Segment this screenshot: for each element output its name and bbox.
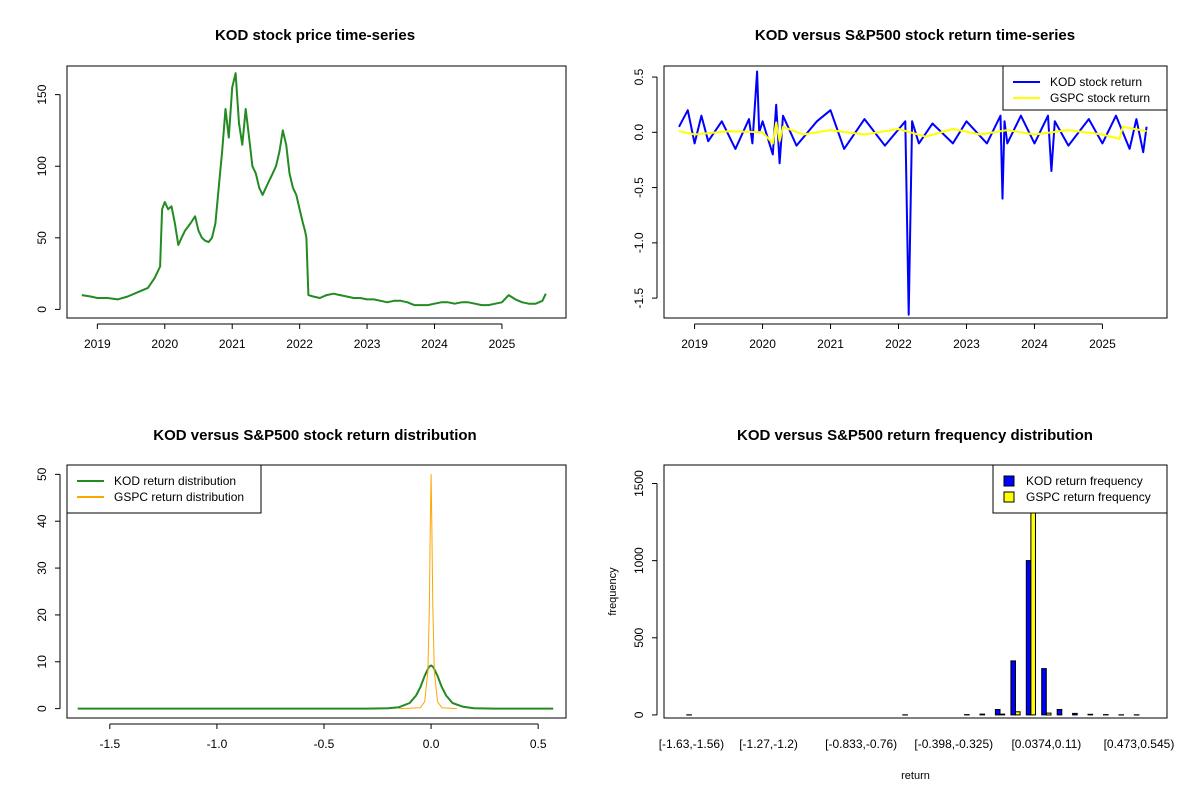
x-tick-label: 2023	[354, 337, 381, 351]
y-tick-label: 1500	[632, 470, 646, 497]
y-tick-label: 150	[35, 84, 49, 104]
x-tick-label: 2022	[286, 337, 313, 351]
x-tick-label: 2019	[84, 337, 111, 351]
y-tick-label: 100	[35, 156, 49, 176]
plot-area	[663, 464, 1168, 719]
x-tick-label: [0.0374,0.11)	[1011, 737, 1081, 751]
kod-return-line	[678, 70, 1148, 316]
x-tick-label: 0.0	[423, 737, 440, 751]
kod-density-line	[77, 664, 554, 710]
x-tick-label: [-0.833,-0.76)	[825, 737, 897, 751]
x-tick-label: [-0.398,-0.325)	[914, 737, 993, 751]
x-tick-label: 2025	[1089, 337, 1116, 351]
legend-box	[1002, 65, 1168, 111]
legend-swatch	[1003, 491, 1015, 503]
gspc-frequency-bar	[999, 713, 1006, 716]
y-tick-label: 20	[35, 608, 49, 622]
plot-area	[66, 65, 567, 319]
gspc-return-line	[678, 121, 1147, 145]
y-tick-label: 40	[35, 514, 49, 528]
price-series-line	[81, 72, 547, 307]
x-tick-label: -0.5	[314, 737, 335, 751]
x-tick-label: [-1.27,-1.2)	[739, 737, 798, 751]
y-tick-label: 50	[35, 231, 49, 245]
y-tick-label: 0.0	[632, 124, 646, 141]
chart-title: KOD versus S&P500 stock return time-seri…	[755, 27, 1075, 44]
y-tick-label: 50	[35, 467, 49, 481]
legend: KOD return distribution GSPC return distr…	[66, 464, 262, 514]
x-tick-label: 0.5	[530, 737, 547, 751]
legend-label: KOD return frequency	[1026, 474, 1143, 488]
legend-box	[992, 464, 1168, 514]
x-tick-label: 2021	[219, 337, 246, 351]
legend-label: GSPC return frequency	[1026, 490, 1151, 504]
x-tick-label: 2020	[151, 337, 178, 351]
kod-frequency-bar	[1010, 660, 1017, 716]
kod-frequency-bar	[1087, 713, 1094, 716]
legend-swatch	[1003, 475, 1015, 487]
x-tick-label: 2025	[489, 337, 516, 351]
y-tick-label: 500	[632, 627, 646, 647]
y-tick-label: 0	[35, 306, 49, 313]
x-tick-label: -1.5	[99, 737, 120, 751]
x-tick-label: 2019	[681, 337, 708, 351]
y-axis-label: frequency	[607, 567, 619, 616]
plot-area	[663, 65, 1168, 319]
legend: KOD return frequency GSPC return frequenc…	[992, 464, 1168, 514]
chart-title: KOD stock price time-series	[215, 27, 415, 44]
x-tick-label: [-1.63,-1.56)	[659, 737, 724, 751]
x-tick-label: 2023	[953, 337, 980, 351]
y-tick-label: 0	[35, 705, 49, 712]
x-tick-label: 2021	[817, 337, 844, 351]
kod-frequency-bar	[1041, 668, 1047, 716]
kod-frequency-bar	[994, 709, 1001, 716]
gspc-density-line	[398, 473, 457, 710]
legend-box	[66, 464, 262, 514]
kod-frequency-bar	[1072, 712, 1078, 716]
y-tick-label: 10	[35, 655, 49, 669]
x-axis-label: return	[901, 770, 930, 782]
y-tick-label: -1.0	[632, 232, 646, 253]
x-tick-label: 2020	[749, 337, 776, 351]
legend-label: GSPC stock return	[1050, 91, 1150, 105]
x-tick-label: 2022	[885, 337, 912, 351]
legend-label: GSPC return distribution	[114, 490, 244, 504]
y-tick-label: 0.5	[632, 68, 646, 85]
y-tick-label: 1000	[632, 547, 646, 574]
kod-frequency-bar	[1056, 709, 1063, 716]
gspc-frequency-bar	[1015, 711, 1021, 716]
chart-title: KOD versus S&P500 return frequency distr…	[737, 427, 1093, 444]
x-tick-label: [0.473,0.545)	[1104, 737, 1175, 751]
kod-frequency-bar	[979, 713, 986, 716]
legend-label: KOD stock return	[1050, 75, 1142, 89]
x-tick-label: 2024	[1021, 337, 1048, 351]
x-tick-label: 2024	[421, 337, 448, 351]
x-tick-label: -1.0	[207, 737, 228, 751]
y-tick-label: 30	[35, 561, 49, 575]
legend-label: KOD return distribution	[114, 474, 236, 488]
chart-title: KOD versus S&P500 stock return distribut…	[153, 427, 476, 444]
y-tick-label: 0	[632, 711, 646, 718]
y-tick-label: -0.5	[632, 177, 646, 198]
legend: KOD stock return GSPC stock return	[1002, 65, 1168, 111]
gspc-frequency-bar	[1045, 712, 1052, 716]
plot-area	[66, 464, 567, 719]
kod-frequency-bar	[1025, 560, 1032, 716]
y-tick-label: -1.5	[632, 287, 646, 308]
